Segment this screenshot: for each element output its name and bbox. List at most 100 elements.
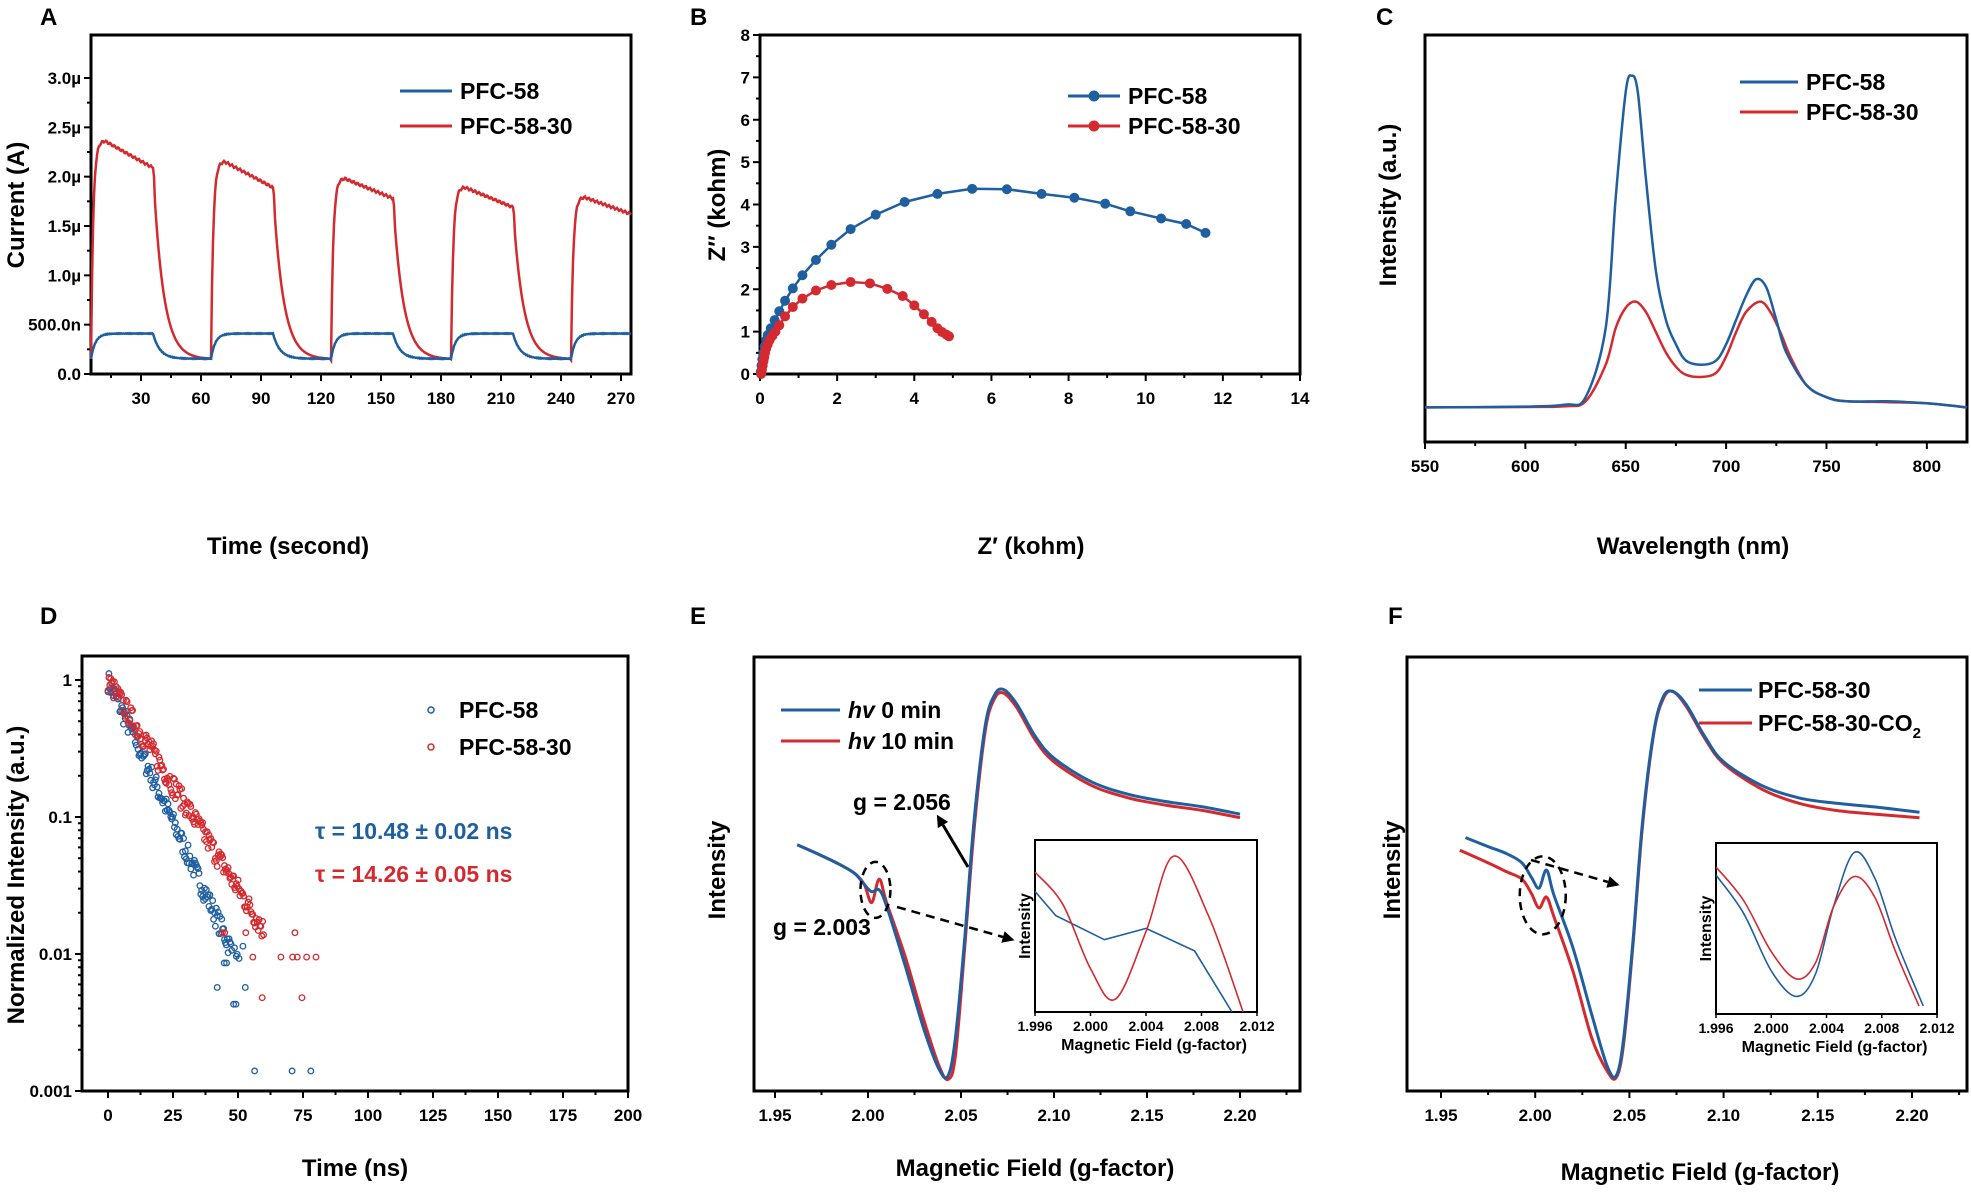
panel-a-legend: PFC-58 PFC-58-30 — [400, 78, 572, 139]
data-point-pfc58-30 — [204, 844, 212, 852]
data-point-pfc58 — [230, 1000, 238, 1008]
panel-c-frame — [1423, 33, 1969, 444]
data-point-pfc58 — [184, 841, 192, 849]
series-line-pfc58 — [1424, 74, 1968, 409]
panel-letter-c: C — [1376, 4, 1393, 31]
panel-e-annotation-g2056: g = 2.056 — [853, 789, 951, 815]
panel-c-pl-spectrum-chart: 550 600 650 700 750 800 — [1411, 33, 1969, 476]
panel-f-epr-co2-chart: 1.95 2.00 2.05 2.10 2.15 2.20 1.996 2.000 2.004 2… — [1405, 655, 1969, 1125]
highlight-ellipse — [859, 860, 892, 920]
data-point-pfc58 — [220, 925, 228, 933]
data-point-pfc58 — [1181, 218, 1192, 229]
x-tick-label: 210 — [487, 389, 515, 408]
data-point-pfc58-30 — [178, 785, 186, 793]
x-tick-label: 800 — [1913, 457, 1941, 476]
legend-co2-main: PFC-58-30-CO — [1758, 710, 1913, 736]
panel-c-legend: PFC-58 PFC-58-30 — [1740, 69, 1918, 125]
data-point-pfc58-30 — [291, 929, 299, 937]
data-point-pfc58-30 — [142, 731, 150, 739]
data-point-pfc58 — [231, 944, 238, 952]
panel-f-frame — [1405, 655, 1969, 1093]
data-point-pfc58-30 — [774, 320, 785, 331]
arrow-head-icon — [1606, 876, 1620, 888]
data-point-pfc58-30 — [217, 850, 225, 858]
data-point-pfc58-30 — [119, 706, 127, 714]
data-point-pfc58 — [787, 283, 798, 294]
x-tick-label: 1.95 — [758, 1106, 791, 1125]
x-tick-label: 4 — [910, 389, 920, 408]
highlight-ellipse — [1518, 855, 1567, 936]
data-point-pfc58 — [1036, 188, 1047, 199]
legend-hv-italic: hv — [848, 728, 876, 754]
legend-label-pfc58-30: PFC-58-30 — [1758, 677, 1870, 703]
arrow-head-icon — [1001, 931, 1015, 943]
panel-d-frame — [80, 654, 630, 1093]
data-point-pfc58 — [899, 196, 910, 207]
inset-x-tick-label: 2.004 — [1809, 1020, 1844, 1036]
x-tick-label: 550 — [1411, 457, 1439, 476]
panel-e-frame — [752, 655, 1302, 1093]
data-point-pfc58-30 — [303, 953, 311, 961]
legend-label-pfc58: PFC-58 — [459, 697, 538, 723]
data-point-pfc58 — [218, 915, 226, 923]
inset-series-line-hv-10-min — [1035, 855, 1244, 1012]
data-point-pfc58 — [826, 239, 837, 250]
x-tick-label: 2.15 — [1801, 1106, 1834, 1125]
y-tick-label: 0.01 — [39, 945, 72, 964]
inset-x-tick-label: 2.008 — [1864, 1020, 1899, 1036]
panel-e-xlabel: Magnetic Field (g-factor) — [896, 1155, 1175, 1182]
data-point-pfc58-30 — [826, 280, 837, 291]
data-point-pfc58-30 — [780, 311, 791, 322]
data-point-pfc58 — [932, 188, 943, 199]
data-point-pfc58 — [251, 1067, 259, 1075]
x-tick-label: 100 — [354, 1106, 382, 1125]
data-point-pfc58 — [201, 884, 208, 892]
x-tick-label: 10 — [1136, 389, 1155, 408]
inset-plot-area — [1035, 855, 1244, 1012]
legend-label-pfc58-30: PFC-58-30 — [1128, 113, 1240, 139]
data-point-pfc58-30 — [126, 716, 134, 724]
y-tick-label: 1.5µ — [48, 217, 81, 236]
y-tick-label: 2 — [741, 280, 750, 299]
legend-label-pfc58-30: PFC-58-30 — [1806, 99, 1918, 125]
legend-label-pfc58: PFC-58 — [1128, 83, 1207, 109]
x-tick-label: 2.20 — [1223, 1106, 1256, 1125]
legend-label-pfc58-30: PFC-58-30 — [460, 113, 572, 139]
data-point-pfc58-30 — [213, 862, 221, 870]
data-point-pfc58 — [232, 1000, 240, 1008]
data-point-pfc58 — [151, 776, 159, 784]
y-tick-label: 4 — [741, 196, 751, 215]
y-tick-label: 2.0µ — [48, 168, 81, 187]
y-tick-label: 1 — [63, 671, 72, 690]
data-point-pfc58 — [170, 810, 177, 818]
x-tick-label: 2.10 — [1707, 1106, 1740, 1125]
x-tick-label: 150 — [367, 389, 395, 408]
data-point-pfc58 — [223, 959, 231, 967]
x-tick-label: 50 — [229, 1106, 248, 1125]
x-tick-label: 750 — [1812, 457, 1840, 476]
x-tick-label: 6 — [987, 389, 996, 408]
inset-x-tick-label: 2.000 — [1073, 1018, 1108, 1034]
data-point-pfc58-30 — [277, 953, 285, 961]
data-point-pfc58-30 — [187, 803, 195, 810]
y-tick-label: 2.5µ — [48, 118, 81, 137]
legend-label-pfc58: PFC-58 — [460, 78, 539, 104]
x-tick-label: 150 — [484, 1106, 512, 1125]
data-point-pfc58-30 — [110, 694, 117, 702]
y-tick-label: 1.0µ — [48, 266, 81, 285]
legend-label-hv10: hv 10 min — [848, 728, 954, 754]
legend-marker-pfc58-30 — [1088, 120, 1100, 132]
x-tick-label: 0 — [103, 1106, 112, 1125]
data-point-pfc58 — [173, 825, 181, 833]
inset-frame — [1034, 839, 1258, 1013]
x-tick-label: 175 — [549, 1106, 577, 1125]
y-tick-label: 3 — [741, 238, 750, 257]
legend-marker-pfc58 — [427, 706, 435, 714]
x-tick-label: 2.20 — [1895, 1106, 1928, 1125]
data-point-pfc58 — [124, 728, 132, 736]
y-tick-label: 7 — [741, 68, 750, 87]
data-point-pfc58 — [967, 183, 978, 194]
data-point-pfc58-30 — [289, 953, 297, 961]
data-point-pfc58 — [288, 1067, 296, 1075]
